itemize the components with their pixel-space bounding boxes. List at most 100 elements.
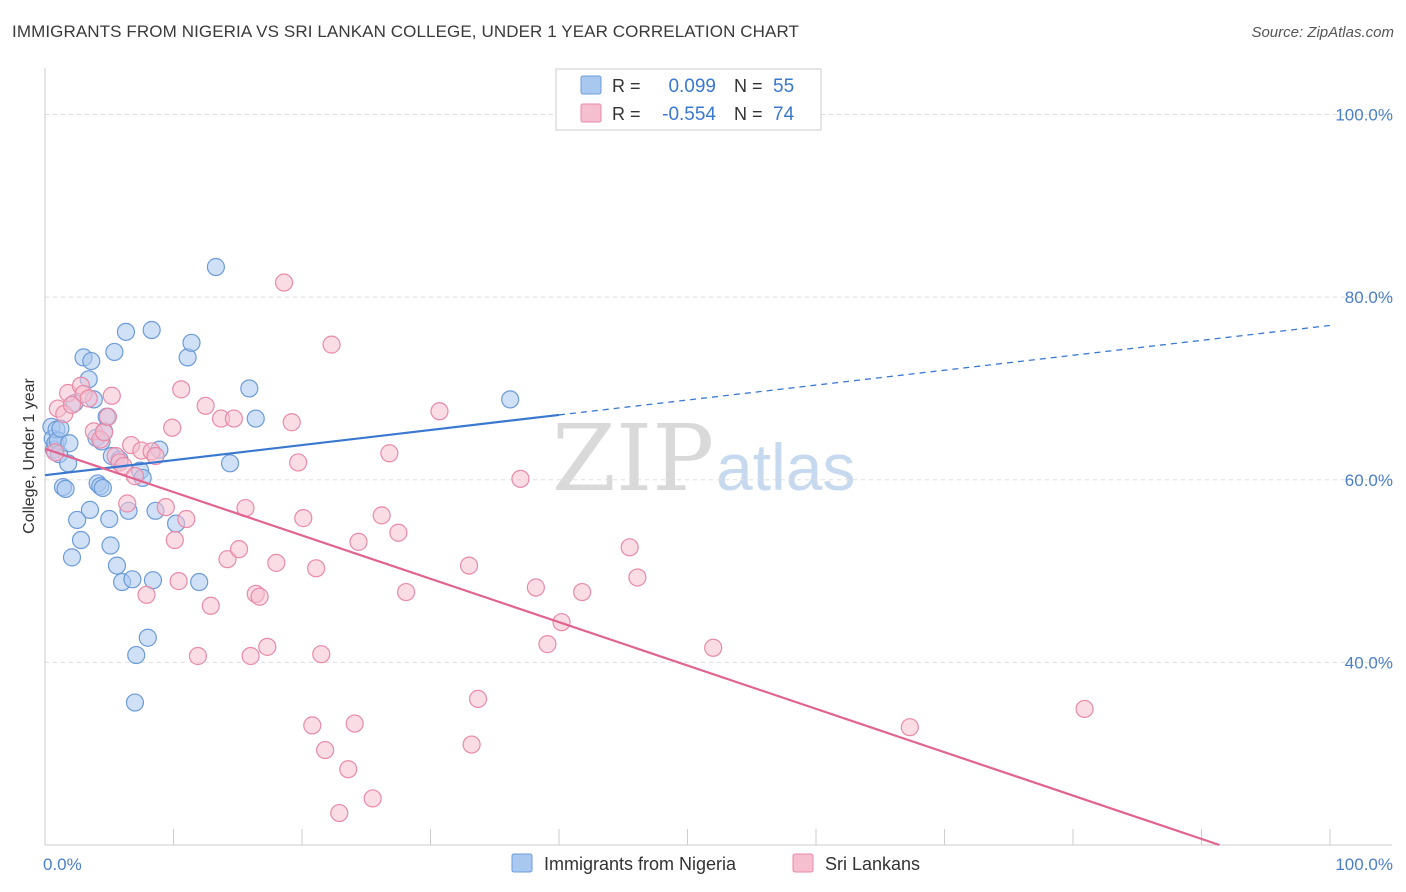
- point-srilankans: [79, 389, 98, 408]
- point-srilankans: [316, 740, 335, 760]
- point-srilankans: [526, 578, 545, 597]
- point-srilankans: [462, 735, 481, 754]
- legend-bottom-swatch-srilankans: [792, 853, 814, 873]
- axes: [44, 68, 1392, 846]
- point-srilankans: [196, 396, 215, 415]
- legend-label-nigeria: Immigrants from Nigeria: [544, 854, 737, 874]
- trend-lines: [44, 324, 1331, 847]
- point-srilankans: [102, 386, 121, 405]
- point-srilankans: [468, 689, 488, 709]
- point-srilankans: [459, 556, 479, 575]
- trend-line-srilankans: [44, 447, 1220, 847]
- point-srilankans: [349, 532, 368, 551]
- point-nigeria: [71, 530, 91, 550]
- point-srilankans: [704, 638, 723, 657]
- point-srilankans: [282, 413, 301, 432]
- point-nigeria: [246, 409, 265, 428]
- point-srilankans: [95, 423, 114, 442]
- legend-n-label-1: N =: [734, 76, 763, 96]
- point-nigeria: [142, 320, 161, 340]
- point-nigeria: [123, 570, 142, 589]
- point-srilankans: [229, 540, 249, 559]
- grid-lines: [45, 114, 1392, 663]
- point-srilankans: [137, 585, 156, 604]
- x-tick-label: 0.0%: [43, 855, 82, 874]
- point-srilankans: [250, 587, 269, 606]
- legend-r-label-2: R =: [612, 104, 641, 124]
- point-srilankans: [330, 803, 349, 823]
- point-nigeria: [138, 628, 157, 647]
- legend-bottom-swatch-nigeria: [511, 853, 533, 873]
- series-nigeria-points: [42, 257, 520, 712]
- point-srilankans: [267, 553, 286, 572]
- point-srilankans: [172, 380, 191, 399]
- y-axis-title: College, Under 1 year: [21, 378, 38, 534]
- point-nigeria: [68, 510, 87, 530]
- legend-r-value-2: -0.554: [662, 104, 716, 125]
- point-srilankans: [146, 446, 165, 466]
- point-srilankans: [118, 494, 137, 513]
- point-nigeria: [82, 351, 101, 371]
- point-nigeria: [56, 479, 75, 498]
- point-nigeria: [206, 257, 226, 277]
- point-srilankans: [258, 637, 277, 656]
- legend-stats: R = 0.099 N = 55 R = -0.554 N = 74: [555, 68, 822, 131]
- point-srilankans: [224, 409, 243, 428]
- point-srilankans: [363, 789, 382, 808]
- point-srilankans: [380, 444, 399, 463]
- point-srilankans: [241, 646, 260, 666]
- point-srilankans: [303, 716, 322, 735]
- point-srilankans: [98, 407, 118, 426]
- legend-label-srilankans: Sri Lankans: [825, 854, 920, 874]
- point-srilankans: [538, 635, 557, 654]
- source-credit: Source: ZipAtlas.com: [1251, 24, 1394, 41]
- legend-n-label-2: N =: [734, 104, 763, 124]
- point-nigeria: [101, 536, 120, 555]
- legend-r-value-1: 0.099: [668, 76, 716, 97]
- point-srilankans: [188, 646, 208, 666]
- point-srilankans: [201, 596, 220, 615]
- point-srilankans: [165, 530, 184, 550]
- point-srilankans: [389, 523, 408, 542]
- point-srilankans: [511, 469, 530, 488]
- trend-line-nigeria: [44, 413, 560, 477]
- legend-r-label-1: R =: [612, 76, 641, 96]
- point-srilankans: [177, 509, 196, 529]
- point-srilankans: [274, 273, 294, 292]
- point-srilankans: [169, 572, 188, 591]
- legend-series: Immigrants from Nigeria Sri Lankans: [511, 853, 920, 874]
- point-nigeria: [116, 322, 136, 341]
- point-srilankans: [1075, 699, 1094, 719]
- point-srilankans: [62, 395, 82, 414]
- y-tick-labels: 40.0% 60.0% 80.0% 100.0%: [1335, 106, 1393, 673]
- point-nigeria: [220, 454, 240, 473]
- point-srilankans: [345, 714, 364, 733]
- point-nigeria: [107, 556, 127, 575]
- y-tick-label: 80.0%: [1345, 288, 1393, 307]
- point-srilankans: [218, 550, 237, 569]
- point-srilankans: [430, 402, 449, 421]
- trend-line-nigeria-extension: [558, 324, 1331, 416]
- point-srilankans: [396, 582, 416, 602]
- point-nigeria: [240, 379, 259, 398]
- point-nigeria: [501, 390, 520, 409]
- point-srilankans: [307, 559, 326, 578]
- point-srilankans: [900, 718, 919, 737]
- point-nigeria: [125, 693, 145, 712]
- point-srilankans: [312, 645, 331, 664]
- chart-title: IMMIGRANTS FROM NIGERIA VS SRI LANKAN CO…: [12, 22, 800, 41]
- point-nigeria: [93, 478, 112, 498]
- point-srilankans: [163, 418, 182, 437]
- x-tick-labels: 0.0% 100.0%: [43, 855, 1393, 874]
- legend-swatch-blue: [580, 75, 602, 95]
- point-nigeria: [127, 645, 146, 665]
- y-tick-label: 100.0%: [1335, 106, 1393, 125]
- point-srilankans: [156, 498, 175, 517]
- watermark-atlas: atlas: [716, 430, 855, 504]
- point-nigeria: [105, 342, 124, 362]
- point-srilankans: [322, 335, 341, 354]
- point-nigeria: [80, 500, 100, 519]
- point-nigeria: [182, 333, 201, 352]
- point-nigeria: [100, 509, 119, 529]
